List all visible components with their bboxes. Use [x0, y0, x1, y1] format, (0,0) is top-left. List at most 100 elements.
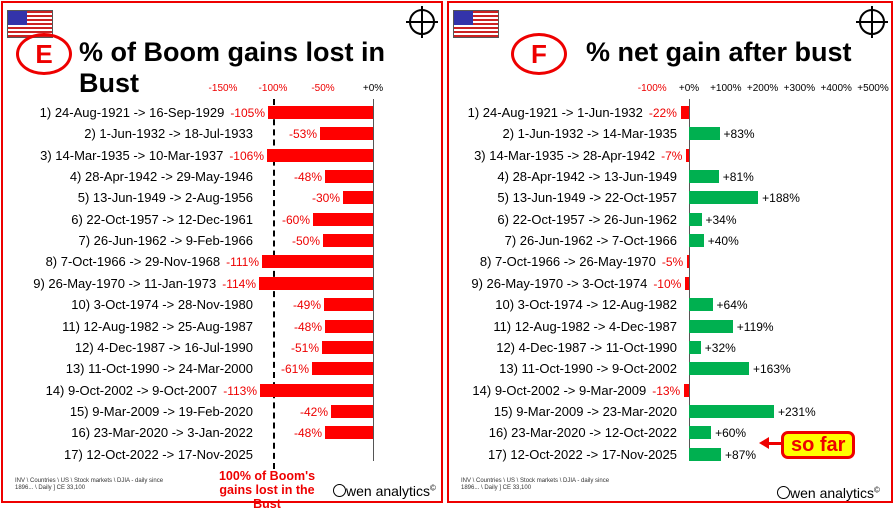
row-label: 3) 14-Mar-1935 -> 28-Apr-1942	[474, 147, 656, 163]
value-label: -50%	[291, 234, 320, 249]
bar	[684, 383, 689, 397]
bar	[689, 447, 722, 461]
row-label: 7) 26-Jun-1962 -> 7-Oct-1966	[504, 233, 677, 249]
bar	[680, 106, 689, 119]
bar	[322, 340, 373, 354]
brand-logo: wen analytics©	[777, 485, 880, 501]
reference-annotation: 100% of Boom's gains lost in the Bust	[218, 469, 316, 511]
bar	[689, 319, 733, 333]
value-label: -113%	[223, 383, 257, 398]
row-label: 11) 12-Aug-1982 -> 25-Aug-1987	[62, 318, 253, 334]
bar	[686, 148, 689, 162]
row-label: 6) 22-Oct-1957 -> 26-Jun-1962	[497, 211, 677, 227]
axis-tick-label: +500%	[857, 83, 889, 94]
row-label: 8) 7-Oct-1966 -> 29-Nov-1968	[45, 254, 221, 270]
value-label: +81%	[722, 170, 754, 185]
bar	[687, 255, 689, 269]
zero-axis-line	[689, 99, 690, 461]
value-label: +64%	[716, 298, 748, 313]
row-label: 1) 24-Aug-1921 -> 16-Sep-1929	[39, 105, 225, 120]
bar	[267, 148, 373, 162]
value-label: -48%	[293, 170, 322, 185]
crosshair-icon	[859, 9, 885, 35]
value-label: -51%	[290, 340, 319, 355]
row-label: 10) 3-Oct-1974 -> 28-Nov-1980	[71, 297, 253, 313]
value-label: -111%	[226, 255, 259, 270]
zero-axis-line	[373, 99, 374, 461]
axis-tick-label: -100%	[258, 83, 288, 94]
bar	[268, 106, 373, 119]
bar	[313, 212, 373, 226]
bar	[325, 319, 373, 333]
bar	[689, 234, 704, 248]
row-label: 9) 26-May-1970 -> 11-Jan-1973	[33, 275, 217, 291]
crosshair-icon	[409, 9, 435, 35]
callout-arrow	[767, 442, 781, 445]
bar	[689, 191, 759, 205]
value-label: +83%	[723, 127, 755, 142]
axis-tick-label: -100%	[637, 83, 667, 94]
bar	[689, 298, 713, 312]
bar	[689, 212, 702, 226]
brand-text: wen analytics	[346, 483, 431, 499]
bar	[324, 298, 373, 312]
value-label: -5%	[661, 255, 684, 270]
value-label: -7%	[661, 148, 683, 163]
so-far-callout: so far	[781, 431, 856, 459]
row-label: 5) 13-Jun-1949 -> 22-Oct-1957	[497, 190, 677, 206]
value-label: -60%	[281, 212, 310, 227]
us-flag-icon	[7, 10, 53, 38]
row-label: 7) 26-Jun-1962 -> 9-Feb-1966	[78, 233, 253, 249]
row-label: 10) 3-Oct-1974 -> 12-Aug-1982	[495, 297, 677, 313]
row-label: 3) 14-Mar-1935 -> 10-Mar-1937	[40, 147, 224, 163]
value-label: +34%	[705, 212, 737, 227]
bar	[325, 426, 373, 440]
axis-tick-label: -150%	[208, 83, 238, 94]
axis-tick-label: +400%	[820, 83, 852, 94]
bar	[343, 191, 373, 205]
value-label: +163%	[752, 362, 791, 377]
arrow-head-icon	[759, 437, 769, 449]
value-label: -48%	[293, 426, 322, 441]
value-label: +60%	[715, 426, 747, 441]
row-label: 8) 7-Oct-1966 -> 26-May-1970	[479, 254, 656, 270]
value-label: +231%	[778, 404, 816, 419]
row-label: 9) 26-May-1970 -> 3-Oct-1974	[471, 275, 648, 291]
bar	[689, 170, 719, 184]
source-note: INV \ Countries \ US \ Stock markets \ D…	[461, 478, 610, 491]
value-label: -114%	[222, 276, 256, 291]
bar	[689, 340, 701, 354]
value-label: +32%	[704, 340, 736, 355]
row-label: 13) 11-Oct-1990 -> 9-Oct-2002	[499, 361, 677, 377]
value-label: -48%	[293, 319, 322, 334]
value-label: +188%	[762, 191, 800, 206]
row-label: 4) 28-Apr-1942 -> 13-Jun-1949	[497, 169, 677, 185]
bar	[689, 362, 749, 376]
bar	[689, 404, 774, 418]
row-label: 2) 1-Jun-1932 -> 18-Jul-1933	[84, 126, 253, 142]
axis-tick-label: +200%	[746, 83, 779, 94]
bar	[689, 127, 720, 141]
row-label: 15) 9-Mar-2009 -> 19-Feb-2020	[69, 403, 253, 419]
value-label: -105%	[230, 106, 265, 120]
brand-circle-icon	[333, 484, 346, 497]
value-label: -22%	[648, 106, 677, 120]
row-label: 16) 23-Mar-2020 -> 3-Jan-2022	[71, 425, 253, 441]
row-label: 13) 11-Oct-1990 -> 24-Mar-2000	[65, 361, 253, 377]
chart-title: % net gain after bust	[586, 37, 852, 67]
source-note: INV \ Countries \ US \ Stock markets \ D…	[15, 478, 164, 491]
row-label: 1) 24-Aug-1921 -> 1-Jun-1932	[467, 105, 643, 120]
value-label: -30%	[311, 191, 340, 206]
brand-text: wen analytics	[790, 485, 875, 501]
chart-title: % of Boom gains lost in Bust	[79, 37, 386, 98]
value-label: -10%	[653, 276, 682, 291]
value-label: -49%	[292, 298, 321, 313]
panel-net-gain: F % net gain after bust INV \ Countries …	[447, 1, 893, 503]
axis-tick-label: -50%	[311, 83, 335, 94]
value-label: -53%	[288, 127, 317, 142]
row-label: 17) 12-Oct-2022 -> 17-Nov-2025	[488, 446, 677, 462]
value-label: -13%	[652, 383, 681, 398]
row-label: 16) 23-Mar-2020 -> 12-Oct-2022	[488, 425, 677, 441]
badge-e: E	[16, 33, 72, 75]
us-flag-icon	[453, 10, 499, 38]
